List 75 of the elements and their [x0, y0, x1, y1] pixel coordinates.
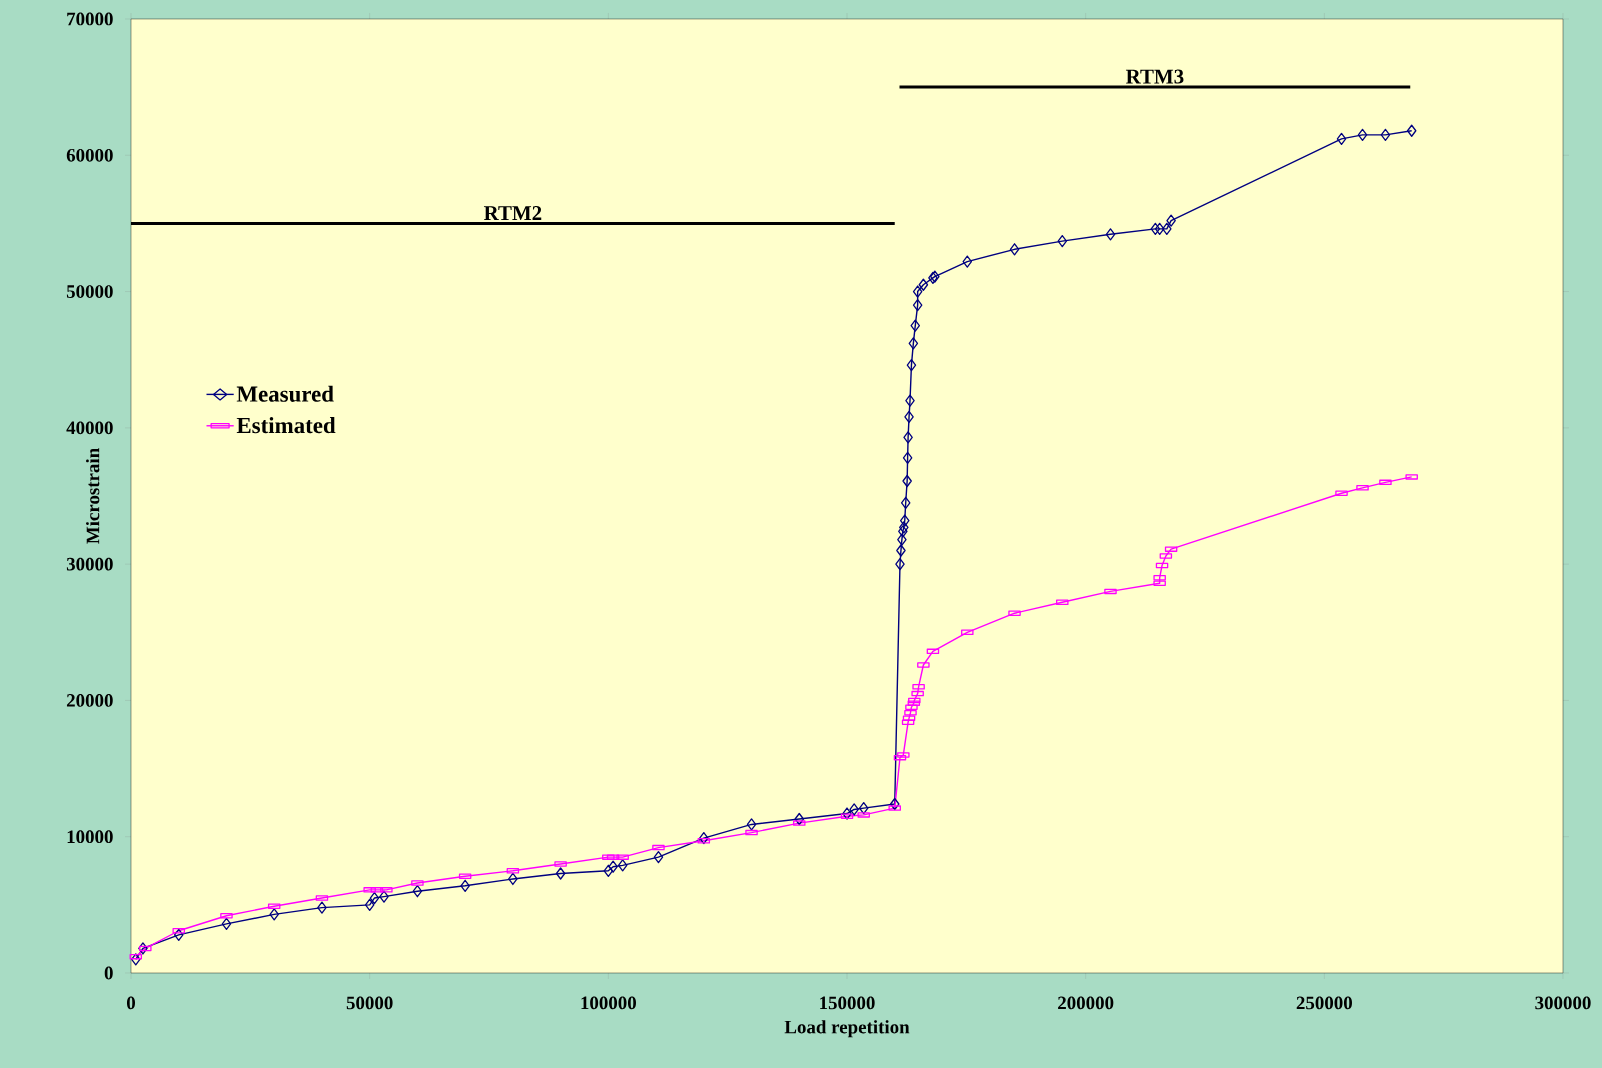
point: [221, 917, 232, 931]
point: [898, 525, 908, 538]
point: [1009, 243, 1020, 256]
point: [906, 359, 917, 372]
series-label: RTM3: [1125, 69, 1184, 84]
y-tick-label: 0: [104, 966, 113, 980]
point: [895, 557, 905, 571]
point: [603, 864, 614, 877]
point: [555, 867, 566, 880]
point: [912, 285, 923, 298]
point: [412, 885, 423, 898]
point: [962, 255, 973, 268]
y-tick-label: 70000: [67, 12, 113, 26]
point: [369, 891, 380, 905]
point: [1336, 132, 1347, 146]
point: [889, 797, 900, 811]
legend-label: Estimated: [236, 417, 336, 434]
point: [912, 299, 923, 312]
point: [794, 812, 805, 826]
x-tick-label: 250000: [1296, 996, 1352, 1010]
point: [379, 890, 389, 903]
point: [269, 908, 279, 921]
y-tick-label: 50000: [66, 285, 113, 298]
x-tick-label: 100000: [581, 996, 636, 1010]
point: [138, 942, 148, 955]
point: [918, 278, 929, 291]
y-axis-title: Microstrain: [86, 448, 100, 544]
legend-label: Measured: [236, 385, 334, 402]
x-tick-label: 50000: [346, 996, 393, 1010]
point: [608, 860, 618, 873]
x-tick-label: 200000: [1058, 996, 1114, 1010]
point: [1380, 128, 1391, 141]
point: [905, 394, 915, 407]
point: [173, 928, 184, 941]
point: [899, 514, 910, 527]
point: [1162, 222, 1172, 236]
point: [897, 533, 907, 546]
point: [1057, 234, 1068, 248]
point: [699, 831, 709, 845]
y-tick-label: 40000: [66, 421, 113, 435]
point: [1105, 228, 1116, 241]
point: [746, 818, 757, 831]
point: [900, 496, 911, 509]
point: [903, 431, 913, 444]
point: [1357, 128, 1368, 141]
point: [902, 474, 912, 488]
point: [902, 451, 913, 464]
point: [1406, 124, 1417, 137]
point: [896, 544, 906, 557]
point: [858, 801, 869, 815]
x-tick-label: 0: [126, 996, 136, 1010]
point: [849, 803, 859, 816]
point: [1154, 222, 1165, 236]
y-tick-label: 10000: [67, 830, 113, 844]
x-axis-title: Load repetition: [784, 1020, 910, 1038]
point: [910, 319, 921, 332]
point: [364, 898, 375, 911]
x-tick-label: 150000: [820, 996, 875, 1010]
point: [131, 953, 141, 966]
y-tick-label: 60000: [66, 148, 113, 162]
point: [460, 879, 470, 892]
point: [1150, 222, 1161, 236]
point: [899, 521, 909, 534]
point: [1166, 214, 1176, 227]
y-tick-label: 20000: [66, 694, 113, 707]
x-tick-label: 300000: [1535, 996, 1591, 1010]
series-label: RTM2: [483, 206, 542, 220]
point: [617, 859, 628, 872]
point: [904, 410, 914, 424]
point: [842, 807, 852, 820]
point: [908, 337, 919, 350]
y-tick-label: 30000: [66, 557, 113, 571]
point: [653, 851, 664, 864]
point: [317, 901, 327, 914]
point: [508, 872, 518, 886]
